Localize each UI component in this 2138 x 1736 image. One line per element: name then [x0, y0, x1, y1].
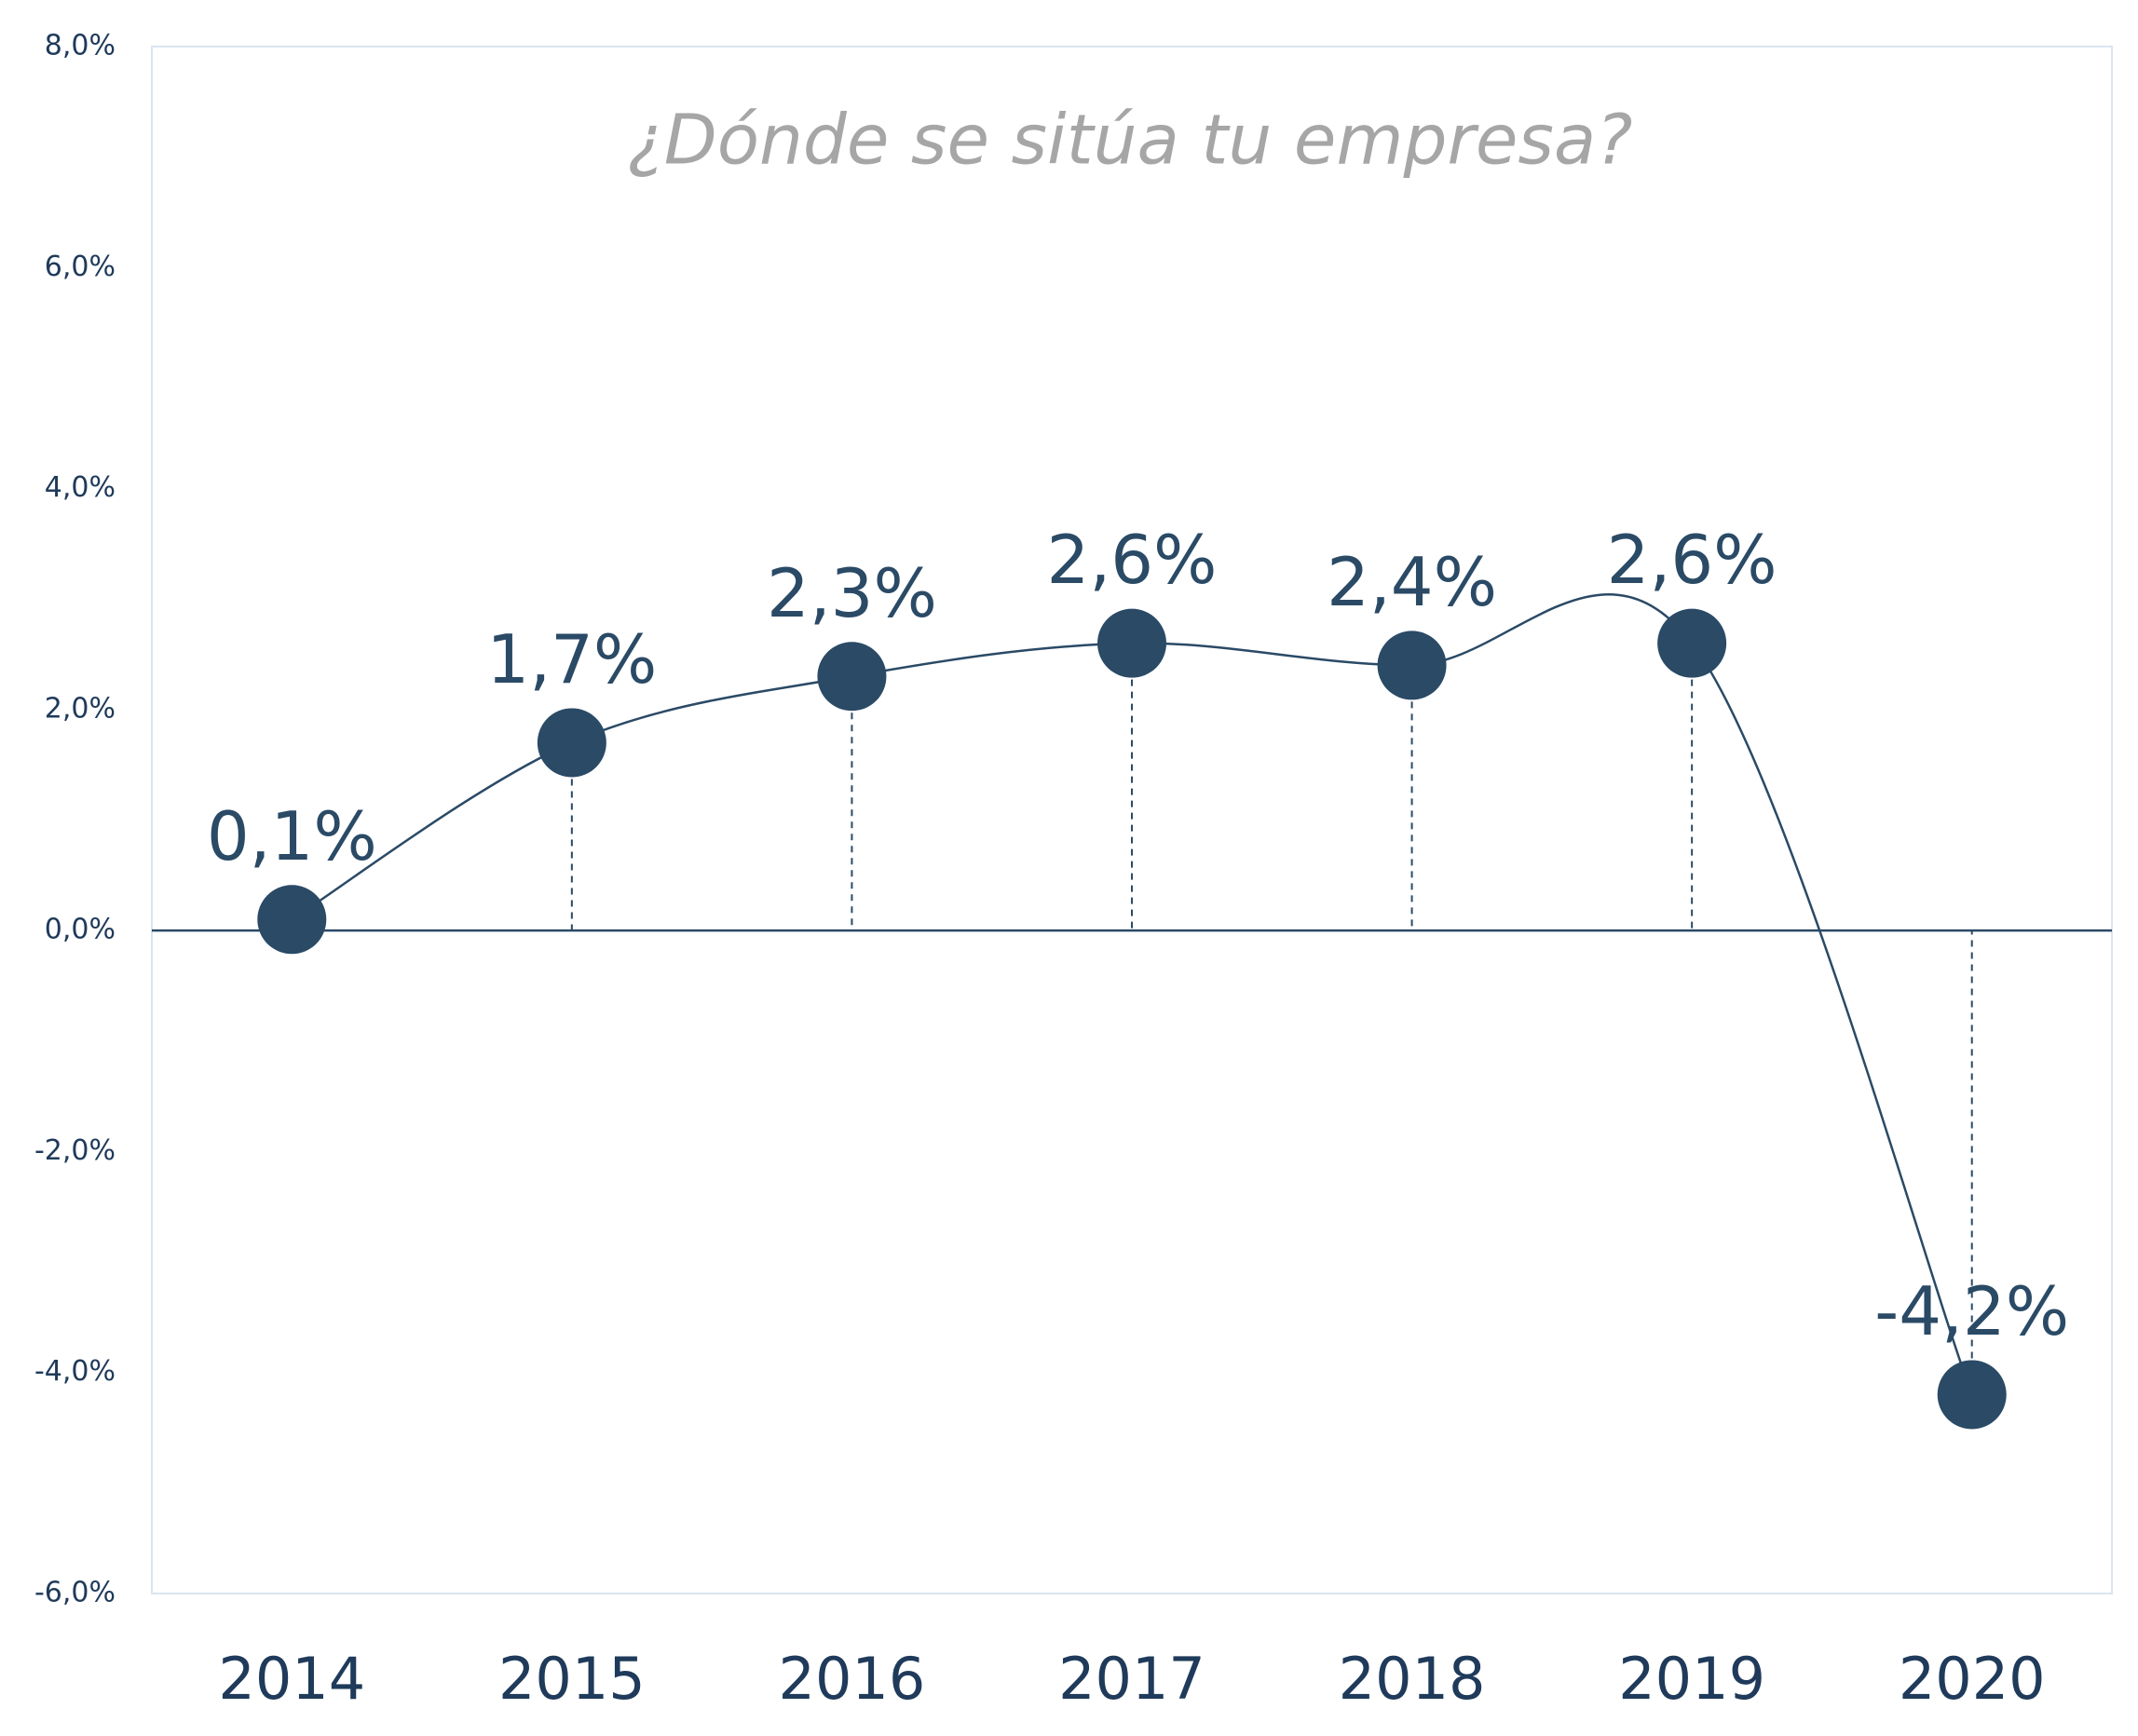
- data-label: 2,6%: [1047, 521, 1218, 599]
- x-tick-label: 2019: [1618, 1645, 1765, 1713]
- data-label: 2,6%: [1607, 521, 1777, 599]
- y-tick-label: 6,0%: [45, 251, 116, 283]
- line: [291, 593, 1973, 1395]
- data-label: 0,1%: [207, 797, 377, 875]
- data-label: 1,7%: [486, 620, 657, 698]
- data-label: 2,3%: [767, 554, 937, 632]
- marker: [817, 642, 887, 712]
- x-tick-label: 2017: [1058, 1645, 1205, 1713]
- y-tick-label: 0,0%: [45, 914, 116, 946]
- x-tick-label: 2016: [779, 1645, 926, 1713]
- marker: [1377, 631, 1447, 700]
- x-tick-label: 2018: [1339, 1645, 1486, 1713]
- y-tick-label: -4,0%: [34, 1355, 116, 1388]
- marker: [1097, 608, 1166, 678]
- y-tick-label: 4,0%: [45, 471, 116, 504]
- plot-border: [151, 46, 2113, 1594]
- x-tick-label: 2014: [218, 1645, 365, 1713]
- marker: [257, 885, 327, 955]
- y-tick-label: -2,0%: [34, 1134, 116, 1167]
- y-tick-label: -6,0%: [34, 1577, 116, 1609]
- marker: [1657, 608, 1727, 678]
- data-label: -4,2%: [1874, 1272, 2069, 1350]
- marker: [537, 708, 606, 778]
- y-tick-label: 8,0%: [45, 30, 116, 62]
- data-label: 2,4%: [1327, 543, 1497, 621]
- x-tick-label: 2015: [498, 1645, 646, 1713]
- chart-title: ¿Dónde se sitúa tu empresa?: [627, 101, 1632, 181]
- y-tick-label: 2,0%: [45, 692, 116, 725]
- x-tick-label: 2020: [1899, 1645, 2046, 1713]
- marker: [1937, 1360, 2007, 1430]
